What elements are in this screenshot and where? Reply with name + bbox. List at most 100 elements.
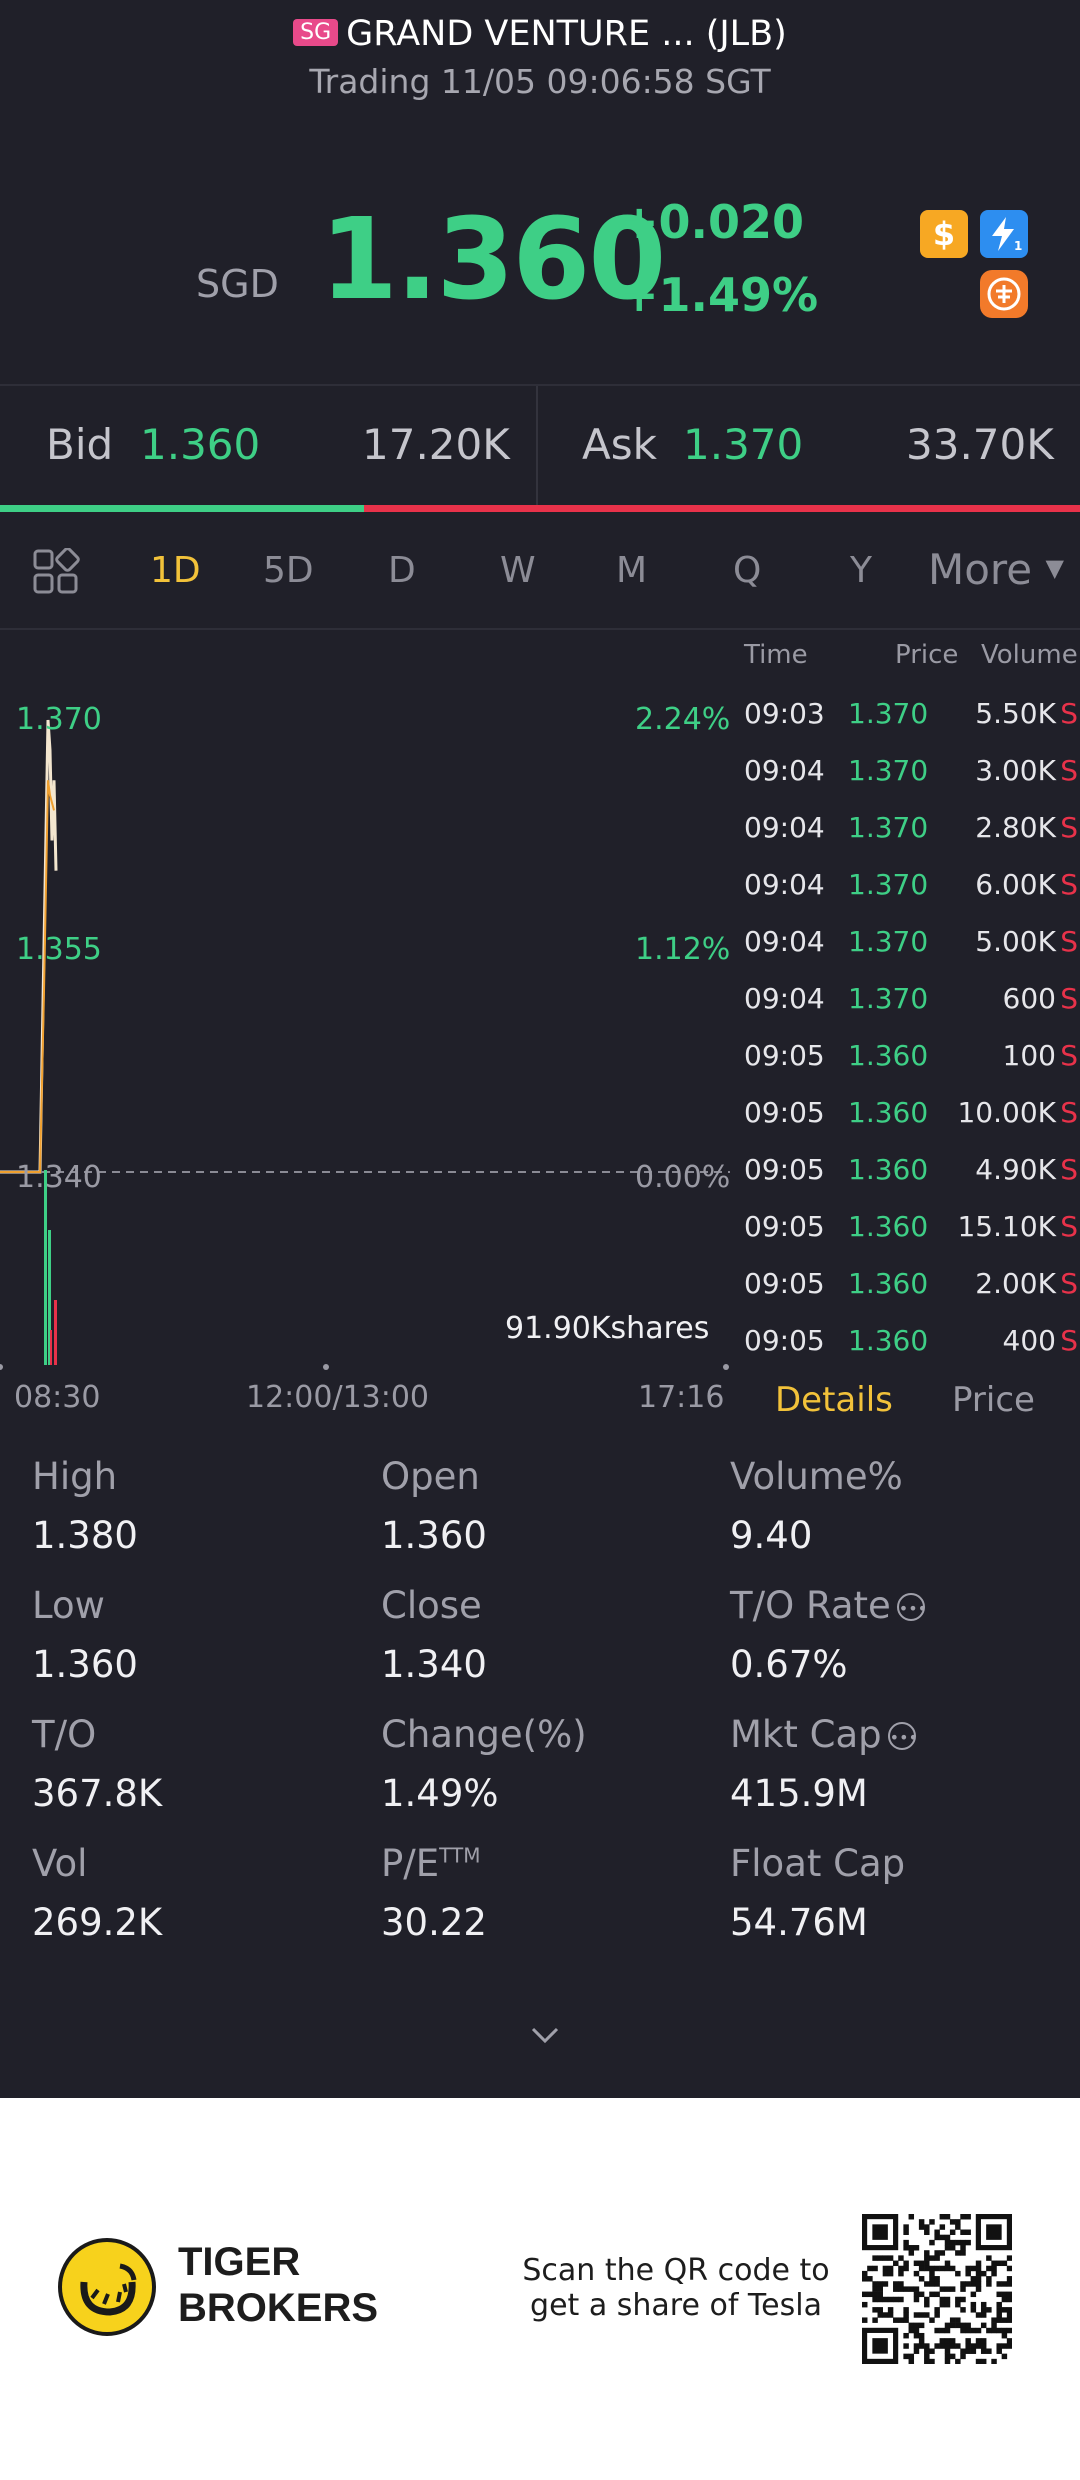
col-header-volume: Volume bbox=[981, 640, 1078, 670]
trade-price: 1.360 bbox=[848, 1324, 929, 1357]
qr-module bbox=[862, 2270, 868, 2277]
qr-module bbox=[872, 2307, 878, 2313]
stat-label-text: T/O Rate bbox=[730, 1584, 891, 1627]
stat-value-volume: 269.2K bbox=[32, 1901, 163, 1944]
qr-module bbox=[924, 2260, 930, 2267]
qr-module bbox=[924, 2353, 930, 2360]
stat-label-text: Mkt Cap bbox=[730, 1713, 882, 1756]
trade-volume: 6.00K bbox=[975, 868, 1056, 901]
trade-volume: 3.00K bbox=[975, 754, 1056, 787]
tab-month[interactable]: M bbox=[616, 550, 648, 591]
qr-module bbox=[898, 2296, 904, 2303]
tab-more[interactable]: More ▼ bbox=[928, 545, 1064, 594]
qr-module bbox=[991, 2265, 997, 2272]
qr-module bbox=[924, 2224, 930, 2230]
qr-module bbox=[955, 2301, 961, 2308]
dollar-icon[interactable]: $ bbox=[920, 210, 968, 258]
qr-module bbox=[862, 2301, 868, 2308]
qr-module bbox=[882, 2255, 889, 2261]
qr-module bbox=[934, 2229, 940, 2235]
qr-module bbox=[965, 2281, 971, 2287]
qr-module bbox=[939, 2214, 946, 2220]
qr-module bbox=[877, 2296, 883, 2303]
qr-module bbox=[939, 2296, 946, 2303]
time-axis-label: 12:00/13:00 bbox=[246, 1380, 430, 1415]
trade-volume: 400 bbox=[1002, 1324, 1056, 1357]
stat-value-turnover-rate: 0.67% bbox=[730, 1643, 848, 1686]
qr-module bbox=[1001, 2343, 1008, 2349]
tab-5d[interactable]: 5D bbox=[263, 550, 314, 591]
qr-module bbox=[944, 2301, 951, 2308]
trade-volume: 100 bbox=[1002, 1039, 1056, 1072]
qr-module bbox=[970, 2301, 977, 2308]
qr-module bbox=[934, 2327, 940, 2334]
qr-module bbox=[882, 2270, 889, 2277]
time-axis-label: 17:16 bbox=[638, 1380, 725, 1415]
qr-module bbox=[965, 2239, 971, 2246]
market-badge: SG bbox=[293, 19, 339, 46]
qr-module bbox=[918, 2265, 925, 2272]
qr-module bbox=[944, 2265, 951, 2272]
trade-side: S bbox=[1060, 1267, 1078, 1300]
qr-module bbox=[924, 2250, 930, 2256]
trade-time: 09:05 bbox=[744, 1210, 825, 1243]
qr-module bbox=[975, 2358, 982, 2364]
more-info-icon[interactable]: ••• bbox=[896, 1593, 927, 1621]
trade-row: 09:04 1.370 600 S bbox=[742, 982, 1080, 1039]
qr-module bbox=[965, 2343, 971, 2349]
grid-icon[interactable] bbox=[32, 547, 80, 600]
intraday-chart[interactable] bbox=[0, 630, 740, 1390]
more-info-icon[interactable]: ••• bbox=[887, 1722, 918, 1750]
tab-details[interactable]: Details bbox=[775, 1380, 893, 1420]
qr-module bbox=[1006, 2281, 1012, 2287]
tab-day[interactable]: D bbox=[388, 550, 416, 591]
qr-module bbox=[898, 2286, 904, 2292]
trade-price: 1.360 bbox=[848, 1096, 929, 1129]
qr-module bbox=[882, 2312, 889, 2318]
trade-volume: 10.00K bbox=[957, 1096, 1056, 1129]
bid-ask-bar[interactable]: Bid 1.360 17.20K Ask 1.370 33.70K bbox=[0, 386, 1080, 506]
trade-side: S bbox=[1060, 754, 1078, 787]
qr-module bbox=[975, 2281, 982, 2287]
tab-year[interactable]: Y bbox=[850, 550, 872, 591]
qr-module bbox=[996, 2327, 1002, 2334]
col-header-time: Time bbox=[744, 640, 808, 670]
qr-module bbox=[944, 2214, 951, 2220]
qr-module bbox=[929, 2291, 935, 2298]
qr-module bbox=[934, 2281, 940, 2287]
flash-icon[interactable]: 1 bbox=[980, 210, 1028, 258]
qr-module bbox=[944, 2234, 951, 2241]
qr-module bbox=[1001, 2296, 1008, 2303]
qr-module bbox=[867, 2276, 873, 2282]
qr-module bbox=[949, 2343, 956, 2349]
qr-module bbox=[872, 2265, 878, 2272]
qr-module bbox=[1001, 2353, 1008, 2360]
period-tabs: 1D 5D D W M Q Y More ▼ bbox=[0, 520, 1080, 628]
qr-module bbox=[960, 2214, 966, 2220]
qr-module bbox=[986, 2276, 992, 2282]
qr-module bbox=[929, 2239, 935, 2246]
trade-row: 09:05 1.360 100 S bbox=[742, 1039, 1080, 1096]
qr-module bbox=[970, 2348, 977, 2354]
qr-module bbox=[903, 2307, 909, 2313]
stat-label-high: High bbox=[32, 1455, 118, 1498]
brand-name-line2: BROKERS bbox=[178, 2286, 379, 2330]
stat-label-volume-pct: Volume% bbox=[730, 1455, 903, 1498]
qr-module bbox=[960, 2348, 966, 2354]
qr-module bbox=[1006, 2307, 1012, 2313]
tab-price[interactable]: Price bbox=[952, 1380, 1035, 1420]
qr-module bbox=[1001, 2281, 1008, 2287]
stat-value-high: 1.380 bbox=[32, 1514, 138, 1557]
qr-module bbox=[903, 2343, 909, 2349]
qr-module bbox=[887, 2270, 894, 2277]
divider bbox=[0, 384, 1080, 386]
qr-module bbox=[882, 2281, 889, 2287]
last-price: 1.360 bbox=[320, 195, 666, 325]
tab-week[interactable]: W bbox=[500, 550, 536, 591]
chevron-down-icon[interactable] bbox=[530, 2025, 560, 2049]
tab-quarter[interactable]: Q bbox=[733, 550, 762, 591]
svg-text:1: 1 bbox=[1014, 239, 1022, 253]
tab-1d[interactable]: 1D bbox=[150, 550, 201, 591]
coin-icon[interactable] bbox=[980, 270, 1028, 318]
bid-ratio-bar bbox=[0, 505, 364, 512]
